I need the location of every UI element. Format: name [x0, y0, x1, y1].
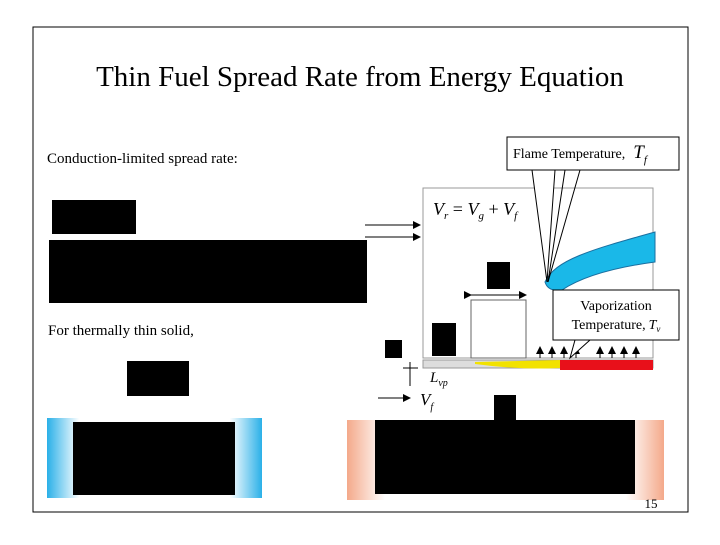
callout-tail — [569, 339, 591, 360]
flame-callout — [506, 136, 680, 171]
control-volume — [470, 299, 527, 359]
length-label: Lvp — [429, 370, 448, 389]
symbol-image — [432, 323, 456, 356]
vaporization-line2: Temperature, Tv — [572, 318, 661, 334]
vaporization-line1: Vaporization — [580, 299, 652, 314]
spread-label: Vf — [420, 390, 434, 413]
equation-image — [375, 420, 635, 494]
symbol-image — [487, 262, 510, 289]
symbol-image — [494, 395, 516, 420]
symbol-image — [385, 340, 402, 358]
vapor-arrows — [536, 346, 640, 358]
thin-solid-text: For thermally thin solid, — [48, 323, 194, 339]
equation-image — [73, 422, 235, 495]
title: Thin Fuel Spread Rate from Energy Equati… — [96, 61, 624, 93]
equation-image — [127, 361, 189, 396]
equation-image — [49, 240, 367, 303]
equation-image — [52, 200, 136, 234]
flame-callout-text: Flame Temperature, Tf — [513, 142, 649, 166]
conduction-text: Conduction-limited spread rate: — [47, 151, 238, 167]
burning-zone — [560, 360, 653, 370]
callout-tail — [547, 169, 581, 283]
preheat-zone — [475, 360, 560, 369]
velocity-equation: Vr = Vg + Vf — [433, 199, 519, 222]
vaporization-callout — [552, 289, 680, 341]
page-number: 15 — [645, 496, 658, 511]
